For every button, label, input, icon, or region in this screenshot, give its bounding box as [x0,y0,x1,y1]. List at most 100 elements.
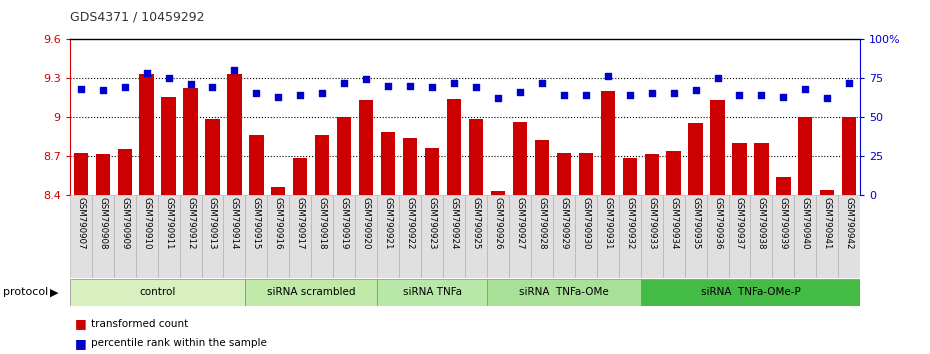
Point [578,92,593,98]
Text: ■: ■ [74,318,86,330]
Bar [293,158,308,195]
Bar [312,195,333,278]
Bar [684,195,707,278]
Bar [157,195,179,278]
Point [622,92,637,98]
Bar [622,158,637,195]
Point [512,89,527,95]
Point [446,80,461,85]
Point [711,75,725,81]
Bar [399,195,421,278]
Bar [246,279,378,306]
Bar [662,195,684,278]
Bar [773,195,794,278]
Bar [179,195,202,278]
Text: GSM790912: GSM790912 [186,197,195,250]
Point [776,94,790,99]
Text: GSM790924: GSM790924 [449,197,458,250]
Bar [531,195,552,278]
Bar [227,74,242,195]
Bar [337,117,352,195]
Point [535,80,550,85]
Bar [711,100,724,195]
Text: GSM790939: GSM790939 [779,197,788,250]
Text: percentile rank within the sample: percentile rank within the sample [91,338,267,348]
Text: GSM790919: GSM790919 [339,197,349,250]
Point [380,83,395,88]
Text: GSM790922: GSM790922 [405,197,415,250]
Text: GSM790908: GSM790908 [99,197,107,250]
Text: GSM790915: GSM790915 [252,197,261,250]
Bar [557,153,571,195]
Point [183,81,198,87]
Point [666,91,681,96]
Text: GSM790918: GSM790918 [318,197,326,250]
Point [798,86,813,92]
Bar [798,117,813,195]
Bar [421,195,443,278]
Bar [641,279,860,306]
Bar [202,195,223,278]
Bar [509,195,531,278]
Bar [70,195,92,278]
Point [556,92,571,98]
Text: GSM790928: GSM790928 [538,197,546,250]
Bar [355,195,378,278]
Text: GSM790925: GSM790925 [472,197,481,250]
Bar [817,195,838,278]
Bar [272,187,286,195]
Point [161,75,176,81]
Text: GSM790916: GSM790916 [273,197,283,250]
Text: GSM790932: GSM790932 [625,197,634,250]
Bar [728,195,751,278]
Bar [246,195,267,278]
Bar [618,195,641,278]
Bar [443,195,465,278]
Bar [601,91,615,195]
Text: GSM790926: GSM790926 [494,197,502,250]
Bar [425,148,439,195]
Bar [113,195,136,278]
Point [73,86,88,92]
Bar [183,88,198,195]
Point [117,84,132,90]
Text: GSM790923: GSM790923 [428,197,436,250]
Bar [843,117,857,195]
Bar [381,132,395,195]
Bar [794,195,817,278]
Bar [667,150,681,195]
Point [820,95,835,101]
Bar [465,195,487,278]
Point [688,87,703,93]
Point [205,84,219,90]
Text: ■: ■ [74,337,86,350]
Text: GSM790941: GSM790941 [823,197,831,250]
Bar [751,195,773,278]
Bar [469,119,483,195]
Bar [641,195,662,278]
Bar [707,195,728,278]
Bar [688,123,703,195]
Point [315,91,330,96]
Point [95,87,110,93]
Point [842,80,857,85]
Bar [333,195,355,278]
Bar [92,195,113,278]
Bar [136,195,157,278]
Bar [162,97,176,195]
Bar [732,143,747,195]
Point [140,70,154,76]
Text: GSM790927: GSM790927 [515,197,525,250]
Bar [512,122,527,195]
Point [359,76,374,82]
Text: GSM790914: GSM790914 [230,197,239,250]
Point [337,80,352,85]
Bar [359,100,373,195]
Text: GSM790933: GSM790933 [647,197,657,250]
Bar [838,195,860,278]
Bar [140,74,153,195]
Bar [70,279,246,306]
Text: GSM790931: GSM790931 [604,197,612,250]
Bar [575,195,597,278]
Text: GSM790934: GSM790934 [669,197,678,250]
